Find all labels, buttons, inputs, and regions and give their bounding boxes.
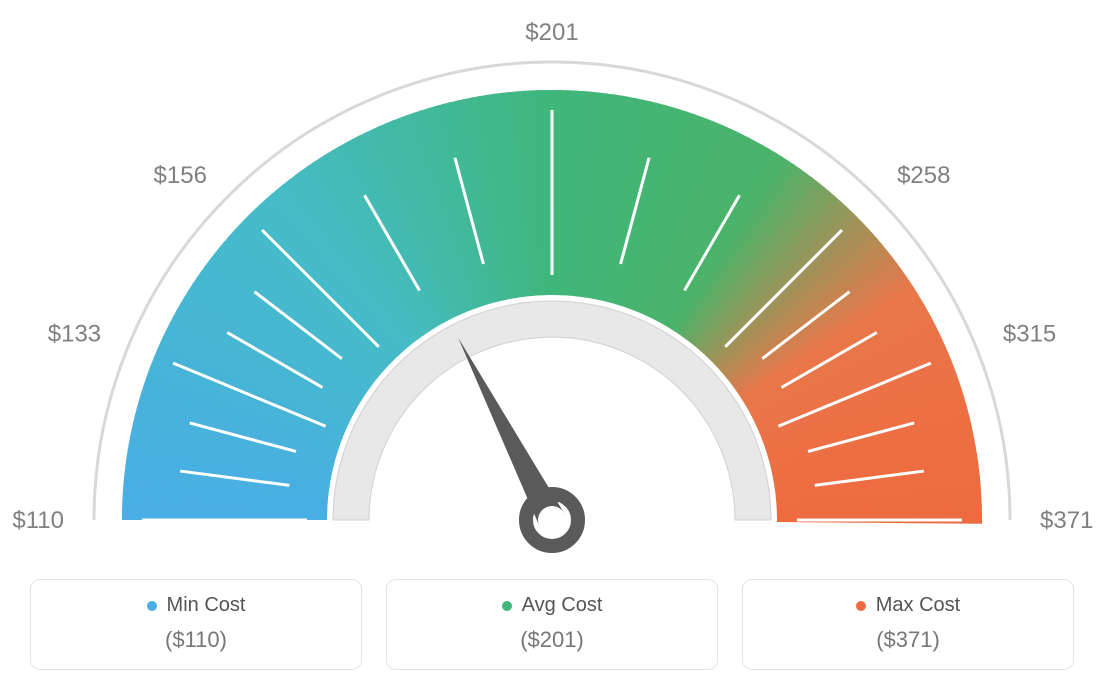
legend-text-min: Min Cost [167,594,246,617]
legend-label-min: Min Cost [147,594,246,617]
legend-value-min: ($110) [41,627,351,653]
svg-text:$315: $315 [1003,320,1056,347]
svg-text:$201: $201 [525,19,578,46]
legend-text-max: Max Cost [876,594,960,617]
svg-text:$156: $156 [154,162,207,189]
cost-gauge-chart: $110 $133 $156 $201 $258 $315 $371 Min Cost ($… [0,0,1104,690]
svg-text:$371: $371 [1040,507,1093,534]
legend-row: Min Cost ($110) Avg Cost ($201) Max Cost… [0,579,1104,670]
dot-avg-icon [502,601,512,611]
legend-label-max: Max Cost [856,594,960,617]
legend-value-avg: ($201) [397,627,707,653]
gauge-area: $110 $133 $156 $201 $258 $315 $371 [0,0,1104,560]
svg-text:$110: $110 [12,507,64,534]
legend-label-avg: Avg Cost [502,594,603,617]
legend-card-min: Min Cost ($110) [30,579,362,670]
legend-value-max: ($371) [753,627,1063,653]
dot-max-icon [856,601,866,611]
legend-text-avg: Avg Cost [522,594,603,617]
dot-min-icon [147,601,157,611]
legend-card-max: Max Cost ($371) [742,579,1074,670]
svg-text:$133: $133 [48,320,101,347]
legend-card-avg: Avg Cost ($201) [386,579,718,670]
svg-text:$258: $258 [897,162,950,189]
gauge-svg: $110 $133 $156 $201 $258 $315 $371 [0,0,1104,560]
